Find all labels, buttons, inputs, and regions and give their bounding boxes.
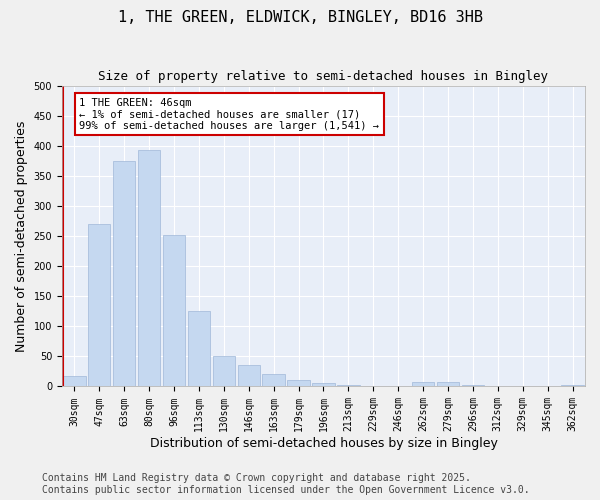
Bar bbox=[312, 383, 335, 386]
Bar bbox=[262, 374, 285, 386]
Bar bbox=[63, 376, 86, 386]
Bar bbox=[188, 311, 210, 386]
Bar bbox=[138, 150, 160, 386]
Bar bbox=[337, 384, 359, 386]
Bar bbox=[412, 382, 434, 386]
Bar bbox=[238, 366, 260, 386]
Bar bbox=[437, 382, 459, 386]
Text: 1, THE GREEN, ELDWICK, BINGLEY, BD16 3HB: 1, THE GREEN, ELDWICK, BINGLEY, BD16 3HB bbox=[118, 10, 482, 25]
Text: 1 THE GREEN: 46sqm
← 1% of semi-detached houses are smaller (17)
99% of semi-det: 1 THE GREEN: 46sqm ← 1% of semi-detached… bbox=[79, 98, 379, 131]
Bar bbox=[163, 235, 185, 386]
Bar bbox=[212, 356, 235, 386]
Bar bbox=[113, 161, 136, 386]
Bar bbox=[88, 224, 110, 386]
Bar bbox=[562, 384, 584, 386]
Text: Contains HM Land Registry data © Crown copyright and database right 2025.
Contai: Contains HM Land Registry data © Crown c… bbox=[42, 474, 530, 495]
Title: Size of property relative to semi-detached houses in Bingley: Size of property relative to semi-detach… bbox=[98, 70, 548, 83]
Y-axis label: Number of semi-detached properties: Number of semi-detached properties bbox=[15, 120, 28, 352]
Bar bbox=[287, 380, 310, 386]
X-axis label: Distribution of semi-detached houses by size in Bingley: Distribution of semi-detached houses by … bbox=[149, 437, 497, 450]
